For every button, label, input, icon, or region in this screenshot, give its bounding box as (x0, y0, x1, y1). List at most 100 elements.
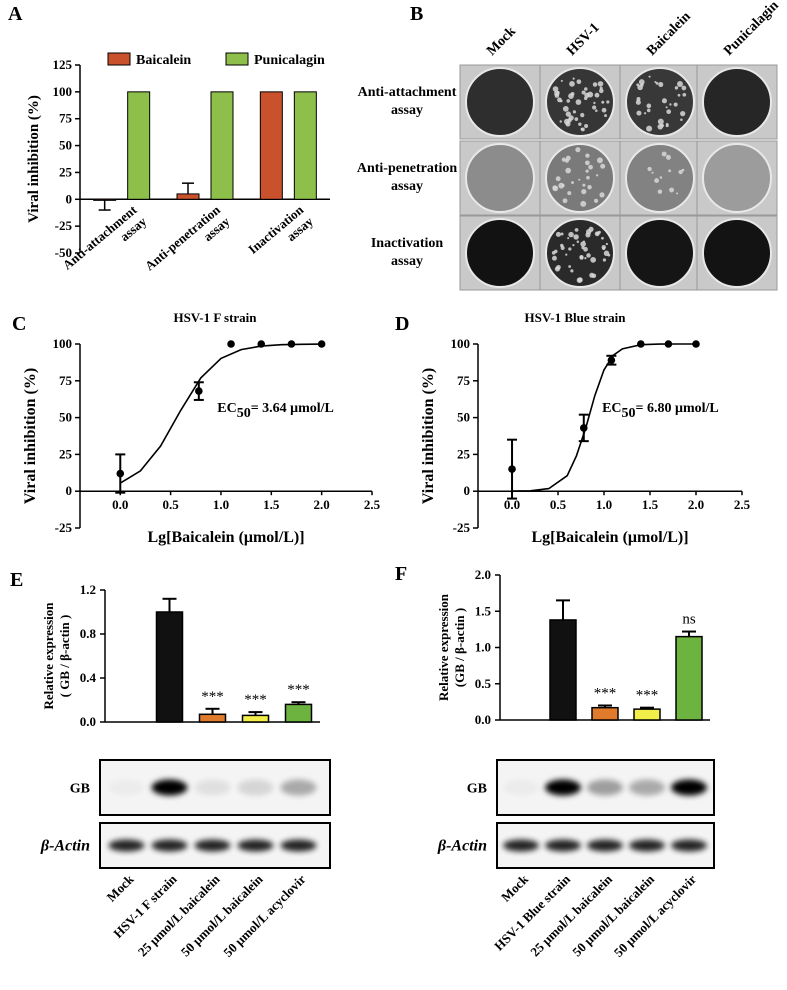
plaque (595, 109, 598, 112)
y-axis-line: ( GB / β-actin ) (57, 615, 72, 698)
x-axis-label: Lg[Baicalein (μmol/L)] (147, 529, 304, 546)
plaque (658, 82, 664, 88)
data-point (317, 340, 326, 348)
x-tick-label: 2.5 (364, 497, 381, 512)
y-tick-label: 50 (457, 410, 470, 425)
legend-label: Punicalagin (254, 53, 325, 68)
error-bar (682, 630, 696, 637)
x-tick-label: 2.0 (688, 497, 704, 512)
plaque (602, 258, 607, 262)
blot-band (545, 839, 581, 852)
blot-label: β-Actin (437, 838, 487, 855)
blot-band (194, 779, 231, 796)
plaque (591, 273, 597, 279)
plaque (554, 266, 561, 272)
plaque (585, 160, 590, 166)
blot-label: β-Actin (40, 838, 90, 855)
y-tick-label: -25 (55, 218, 73, 233)
blot-band (151, 839, 188, 852)
y-axis-label: Relative expression( GB / β-actin ) (41, 602, 72, 710)
bar (293, 91, 317, 200)
row-line: assay (391, 103, 423, 118)
plaque (594, 92, 600, 98)
plaque (648, 75, 651, 78)
plaque (669, 187, 675, 193)
row-line: assay (391, 254, 423, 269)
lane-label: 50 μmol/L baicalein (178, 871, 266, 959)
y-tick-label: 100 (53, 336, 73, 351)
plaque (561, 183, 565, 187)
error-bar (640, 706, 654, 710)
y-tick-label: 0.0 (80, 714, 96, 729)
y-tick-label: 50 (59, 138, 72, 153)
panel-letter: D (395, 313, 409, 335)
plaque (594, 198, 599, 203)
plaque (565, 155, 571, 161)
lane-label: Mock (498, 871, 532, 905)
y-tick-label: 0.5 (475, 676, 492, 691)
error-bar (205, 707, 220, 715)
plaque (578, 178, 581, 181)
annotation: EC50= 3.64 μmol/L (217, 401, 334, 421)
plaque (556, 90, 560, 95)
plaque (576, 277, 583, 283)
annotation-subscript: 50 (622, 406, 636, 421)
plaque (555, 231, 561, 237)
plaque (636, 83, 640, 87)
plaque (657, 189, 663, 194)
plaque (665, 123, 669, 128)
data-point (116, 469, 125, 478)
plaque (561, 157, 566, 162)
plaque (581, 246, 585, 250)
bar (127, 91, 151, 200)
y-tick-label: 1.0 (475, 640, 491, 655)
plaque (604, 114, 607, 118)
plaque (680, 118, 683, 122)
plaque (657, 118, 664, 125)
plaque (567, 237, 570, 240)
plaque (573, 234, 579, 240)
bar (93, 198, 117, 201)
plaque (572, 243, 575, 247)
plaque (676, 80, 683, 87)
blot-band (503, 839, 539, 852)
bar (633, 708, 661, 721)
y-tick-label: 0 (66, 191, 73, 206)
y-tick-label: 0 (464, 483, 471, 498)
plaque (576, 240, 580, 244)
plaque (669, 103, 672, 106)
y-tick-label: 1.2 (80, 582, 96, 597)
plaque (673, 102, 678, 107)
blot-band (109, 780, 145, 796)
plaque (659, 176, 663, 179)
well (465, 67, 535, 137)
y-tick-label: 25 (59, 446, 73, 461)
plaque (584, 257, 587, 260)
annotation-rest: = 6.80 μmol/L (636, 401, 719, 416)
panel-letter: F (395, 563, 407, 585)
plaque (676, 192, 679, 195)
annotation-text: EC (217, 401, 236, 416)
y-tick-label: -25 (55, 520, 73, 535)
data-point (287, 340, 296, 348)
data-point (579, 424, 588, 432)
x-tick-label: 0.5 (550, 497, 567, 512)
plaque (600, 163, 606, 169)
column-label: Punicalagin (721, 0, 782, 59)
annotation-text: EC (602, 401, 621, 416)
blot-band (587, 779, 623, 796)
plaque (592, 82, 598, 87)
plaque (552, 255, 557, 261)
well (702, 67, 772, 137)
error-bar (598, 704, 612, 708)
plaque (580, 127, 584, 131)
plaque (655, 81, 659, 85)
y-axis-label: Relative expression(GB / β-actin ) (436, 593, 467, 701)
data-point (692, 340, 700, 348)
plaque (599, 192, 605, 198)
plaque (552, 86, 559, 92)
plaque (592, 105, 597, 110)
plaque (682, 92, 687, 97)
blot-band (151, 779, 188, 796)
y-tick-label: 0.4 (80, 670, 97, 685)
